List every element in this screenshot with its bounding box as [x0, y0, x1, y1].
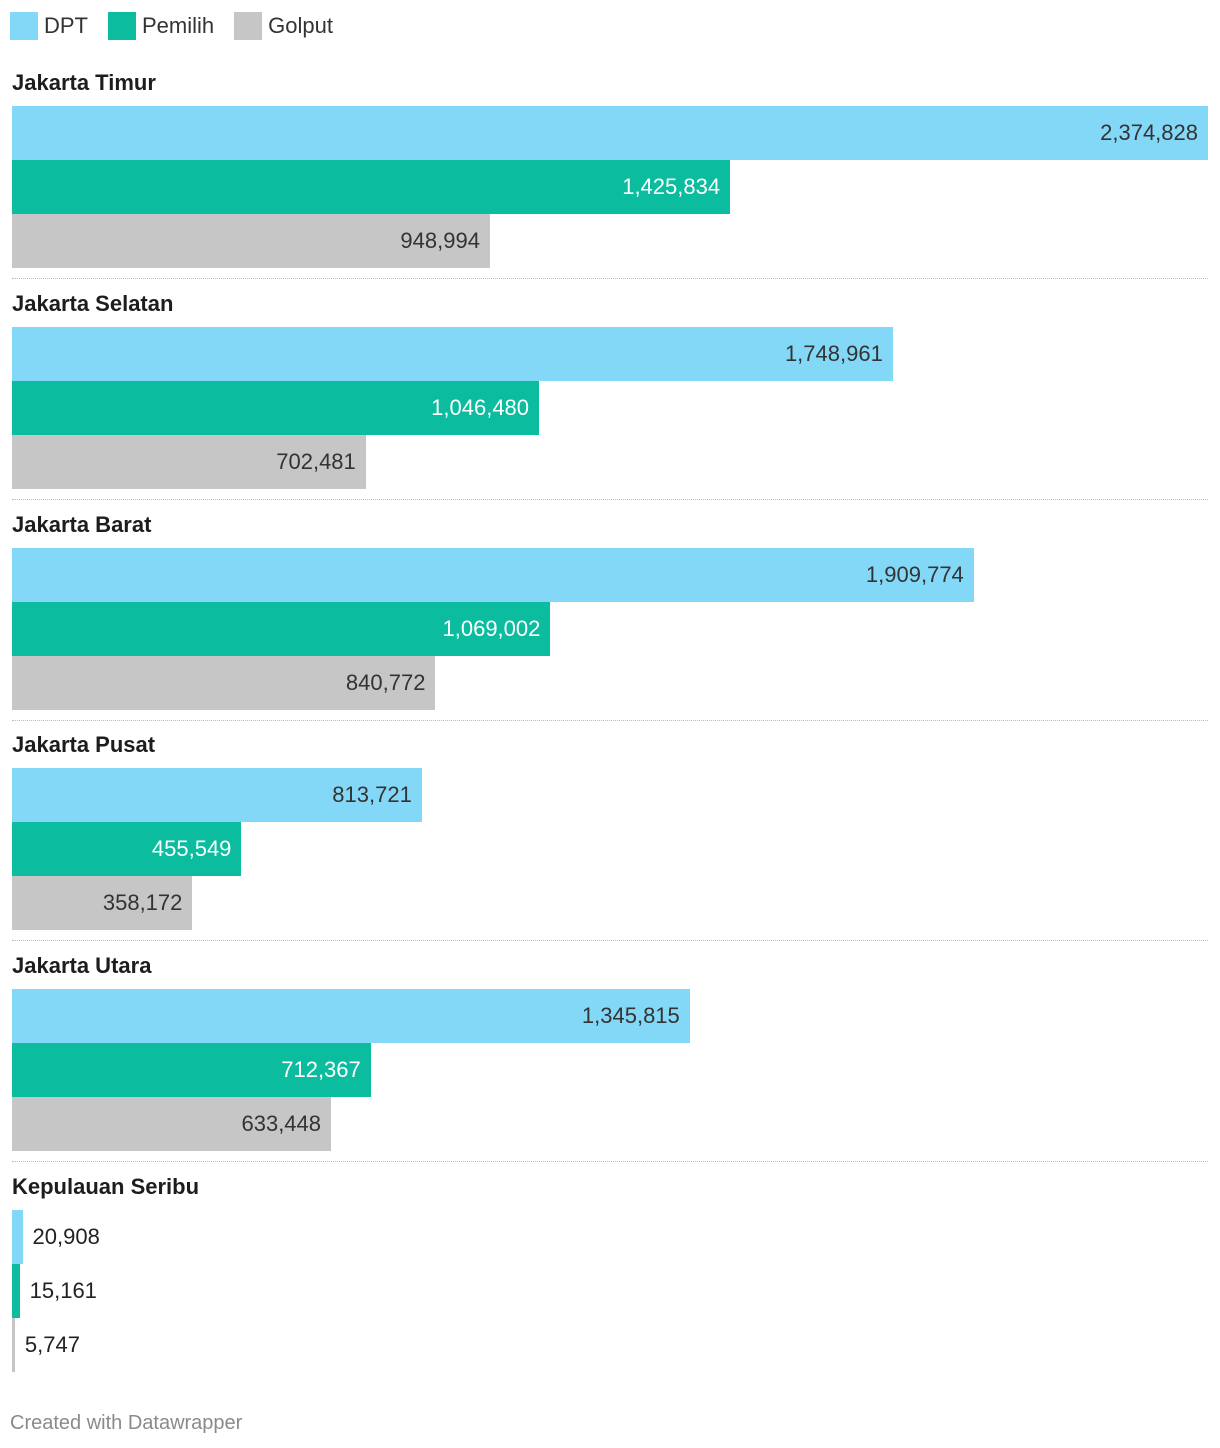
legend-item-pemilih: Pemilih: [108, 12, 214, 40]
data-label: 20,908: [32, 1224, 100, 1249]
data-label: 1,748,961: [784, 340, 883, 366]
legend: DPT Pemilih Golput: [10, 12, 333, 40]
legend-label: Golput: [268, 13, 333, 38]
group-divider: [12, 498, 1208, 500]
group-divider: [12, 719, 1208, 721]
data-label: 702,481: [276, 448, 356, 474]
group-title: Jakarta Pusat: [12, 732, 156, 758]
group-title: Jakarta Barat: [12, 511, 152, 537]
data-label: 712,367: [281, 1057, 361, 1083]
data-label: 5,747: [24, 1332, 80, 1357]
data-label: 455,549: [151, 836, 232, 862]
bar-pemilih: [12, 1264, 20, 1318]
data-label: 1,909,774: [865, 561, 964, 587]
bar-dpt: [12, 1210, 23, 1264]
bar-dpt: [12, 106, 1208, 160]
bar-chart: Jakarta Timur 2,374,828 1,425,834 948,994 Ja…: [12, 70, 1208, 1372]
data-label: 358,172: [102, 890, 183, 916]
bar-pemilih: [12, 601, 551, 656]
legend-swatch-dpt: [10, 12, 38, 40]
legend-label: Pemilih: [142, 13, 215, 38]
legend-item-dpt: DPT: [10, 12, 88, 40]
group-title: Kepulauan Seribu: [12, 1174, 200, 1199]
bar-golput: [12, 1097, 331, 1152]
bar-dpt: [12, 547, 974, 602]
group-title: Jakarta Utara: [12, 953, 152, 979]
bar-golput: [12, 655, 436, 710]
legend-swatch-pemilih: [108, 12, 136, 40]
bar-golput: [12, 876, 193, 931]
bar-pemilih: [12, 380, 540, 435]
footer-credit: Created with Datawrapper: [10, 1412, 243, 1434]
bar-dpt: [12, 768, 422, 823]
data-label: 1,069,002: [442, 615, 541, 641]
data-label: 2,374,828: [1100, 120, 1198, 145]
bar-pemilih: [12, 1043, 371, 1098]
data-label: 633,448: [241, 1111, 322, 1137]
bar-golput: [12, 214, 490, 268]
group-divider: [12, 940, 1208, 942]
group-divider: [12, 278, 1208, 279]
bar-pemilih: [12, 822, 242, 877]
bar-dpt: [12, 989, 690, 1044]
data-label: 15,161: [29, 1278, 97, 1303]
legend-item-golput: Golput: [234, 12, 333, 40]
group-divider: [12, 1161, 1208, 1163]
data-label: 813,721: [332, 782, 412, 808]
bar-dpt: [12, 326, 893, 381]
data-label: 840,772: [345, 669, 426, 695]
bar-golput: [12, 1318, 15, 1372]
bar-golput: [12, 434, 366, 489]
data-label: 1,425,834: [622, 174, 721, 199]
legend-label: DPT: [44, 13, 88, 38]
bar-pemilih: [12, 160, 731, 214]
data-label: 1,046,480: [431, 394, 530, 420]
group-title: Jakarta Timur: [12, 70, 156, 95]
data-label: 1,345,815: [581, 1003, 680, 1029]
legend-swatch-golput: [234, 12, 263, 40]
data-label: 948,994: [400, 228, 480, 253]
group-title: Jakarta Selatan: [12, 290, 174, 316]
